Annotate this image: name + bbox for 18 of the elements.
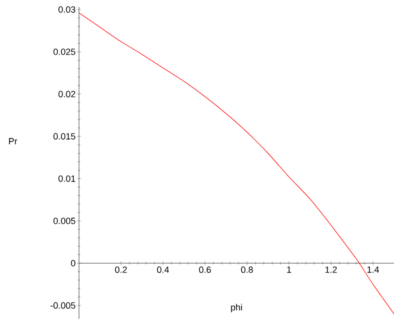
y-tick-label: 0 (71, 260, 76, 266)
y-tick-label: 0.005 (53, 218, 76, 224)
y-tick-label: 0.01 (58, 175, 76, 182)
y-tick-label: 0.02 (58, 90, 76, 98)
x-axis-title: phi (231, 304, 242, 312)
x-tick-label: 1.2 (325, 266, 337, 273)
y-tick-label: -0.005 (50, 302, 76, 309)
line-series (78, 12, 394, 314)
x-tick-label: 0.4 (157, 266, 169, 273)
y-tick-label: 0.015 (53, 133, 76, 140)
x-tick-label: 1 (287, 266, 292, 273)
x-tick-label: 0.8 (241, 266, 253, 273)
x-tick-label: 0.2 (115, 266, 127, 273)
x-tick-label: 1.4 (367, 266, 379, 273)
y-axis-title: Pr (9, 138, 18, 144)
y-tick-label: 0.025 (53, 48, 76, 55)
x-tick-label: 0.6 (199, 266, 211, 273)
y-tick-label: 0.03 (58, 6, 76, 13)
